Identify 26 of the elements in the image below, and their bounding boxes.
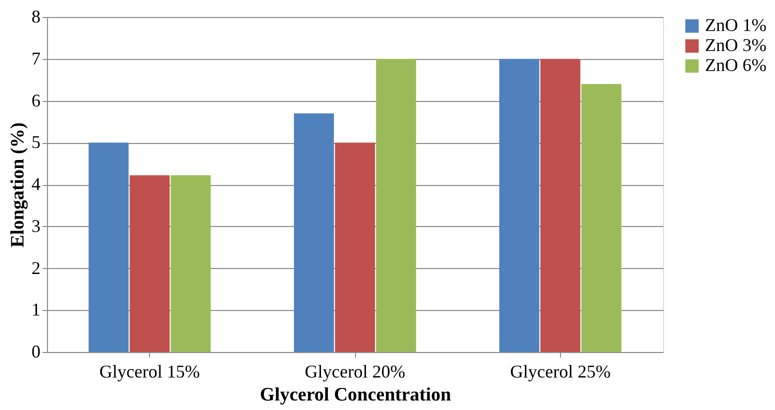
y-tick-label: 3 xyxy=(32,216,40,236)
y-tick-label: 4 xyxy=(32,174,40,194)
bar xyxy=(88,142,129,352)
y-axis-title: Elongation (%) xyxy=(8,122,28,248)
bar xyxy=(540,58,580,352)
bar xyxy=(335,142,375,352)
legend-label: ZnO 1% xyxy=(705,15,766,35)
bar xyxy=(581,84,622,352)
x-tick-label: Glycerol 15% xyxy=(99,362,200,382)
y-tick-label: 1 xyxy=(32,300,40,320)
legend-label: ZnO 6% xyxy=(705,55,766,75)
y-tick-label: 8 xyxy=(32,6,40,26)
y-tick-label: 7 xyxy=(32,48,40,68)
y-tick-label: 0 xyxy=(32,342,40,362)
y-tick-label: 2 xyxy=(32,258,40,278)
x-tick-label: Glycerol 20% xyxy=(304,362,406,382)
bar xyxy=(499,58,540,352)
legend-label: ZnO 3% xyxy=(705,35,766,55)
x-tick-label: Glycerol 25% xyxy=(510,362,611,382)
bar xyxy=(376,58,416,352)
bar xyxy=(130,175,170,352)
x-axis-title: Glycerol Concentration xyxy=(260,384,452,406)
y-tick-label: 5 xyxy=(32,132,40,152)
bar xyxy=(294,113,334,352)
y-tick-label: 6 xyxy=(32,90,40,110)
bar xyxy=(170,175,211,352)
